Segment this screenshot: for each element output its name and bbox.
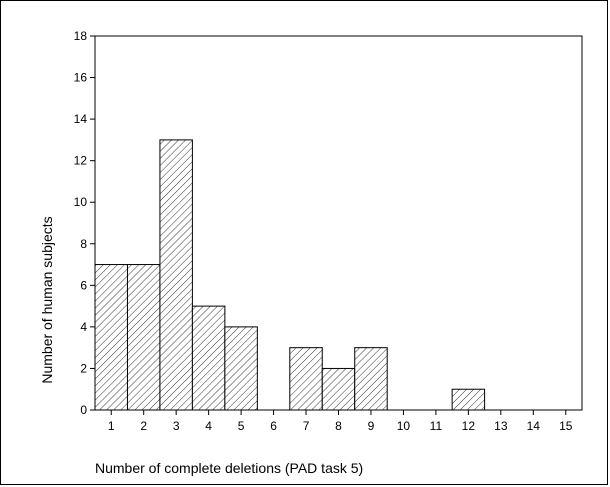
x-axis: 1 2 3 4 5 6 7 8 9 10 11 12 13 14 15 (108, 410, 573, 433)
x-tick-label: 9 (368, 419, 375, 433)
bar-3 (159, 139, 193, 411)
x-tick-label: 5 (238, 419, 245, 433)
y-tick-label: 14 (74, 112, 88, 126)
y-tick-label: 0 (80, 403, 87, 417)
bar-12 (451, 388, 486, 411)
x-tick-label: 1 (108, 419, 115, 433)
y-tick-label: 2 (80, 361, 87, 375)
x-tick-label: 6 (270, 419, 277, 433)
x-tick-label: 12 (462, 419, 476, 433)
bar-4 (191, 305, 226, 411)
bars-group (94, 139, 486, 411)
bar-2 (126, 264, 161, 411)
x-tick-label: 8 (335, 419, 342, 433)
y-tick-label: 4 (80, 320, 87, 334)
y-tick-label: 8 (80, 237, 87, 251)
x-tick-label: 3 (173, 419, 180, 433)
bar-1 (94, 264, 128, 411)
x-tick-label: 14 (527, 419, 541, 433)
y-tick-label: 6 (80, 278, 87, 292)
bar-8 (321, 367, 356, 411)
y-tick-label: 16 (74, 71, 88, 85)
y-axis-title: Number of human subjects (39, 216, 55, 383)
x-tick-label: 11 (430, 419, 443, 433)
x-axis-title: Number of complete deletions (PAD task 5… (95, 460, 363, 476)
x-tick-label: 13 (494, 419, 508, 433)
y-axis: 0 2 4 6 8 10 12 14 16 18 (74, 29, 95, 417)
x-tick-label: 10 (397, 419, 411, 433)
y-tick-label: 10 (74, 195, 88, 209)
x-tick-label: 2 (140, 419, 147, 433)
bar-9 (354, 347, 388, 411)
bar-5 (224, 326, 258, 411)
x-tick-label: 4 (205, 419, 212, 433)
x-tick-label: 15 (559, 419, 573, 433)
y-tick-label: 18 (74, 29, 88, 43)
y-tick-label: 12 (74, 154, 88, 168)
x-tick-label: 7 (303, 419, 310, 433)
bar-7 (289, 347, 323, 411)
